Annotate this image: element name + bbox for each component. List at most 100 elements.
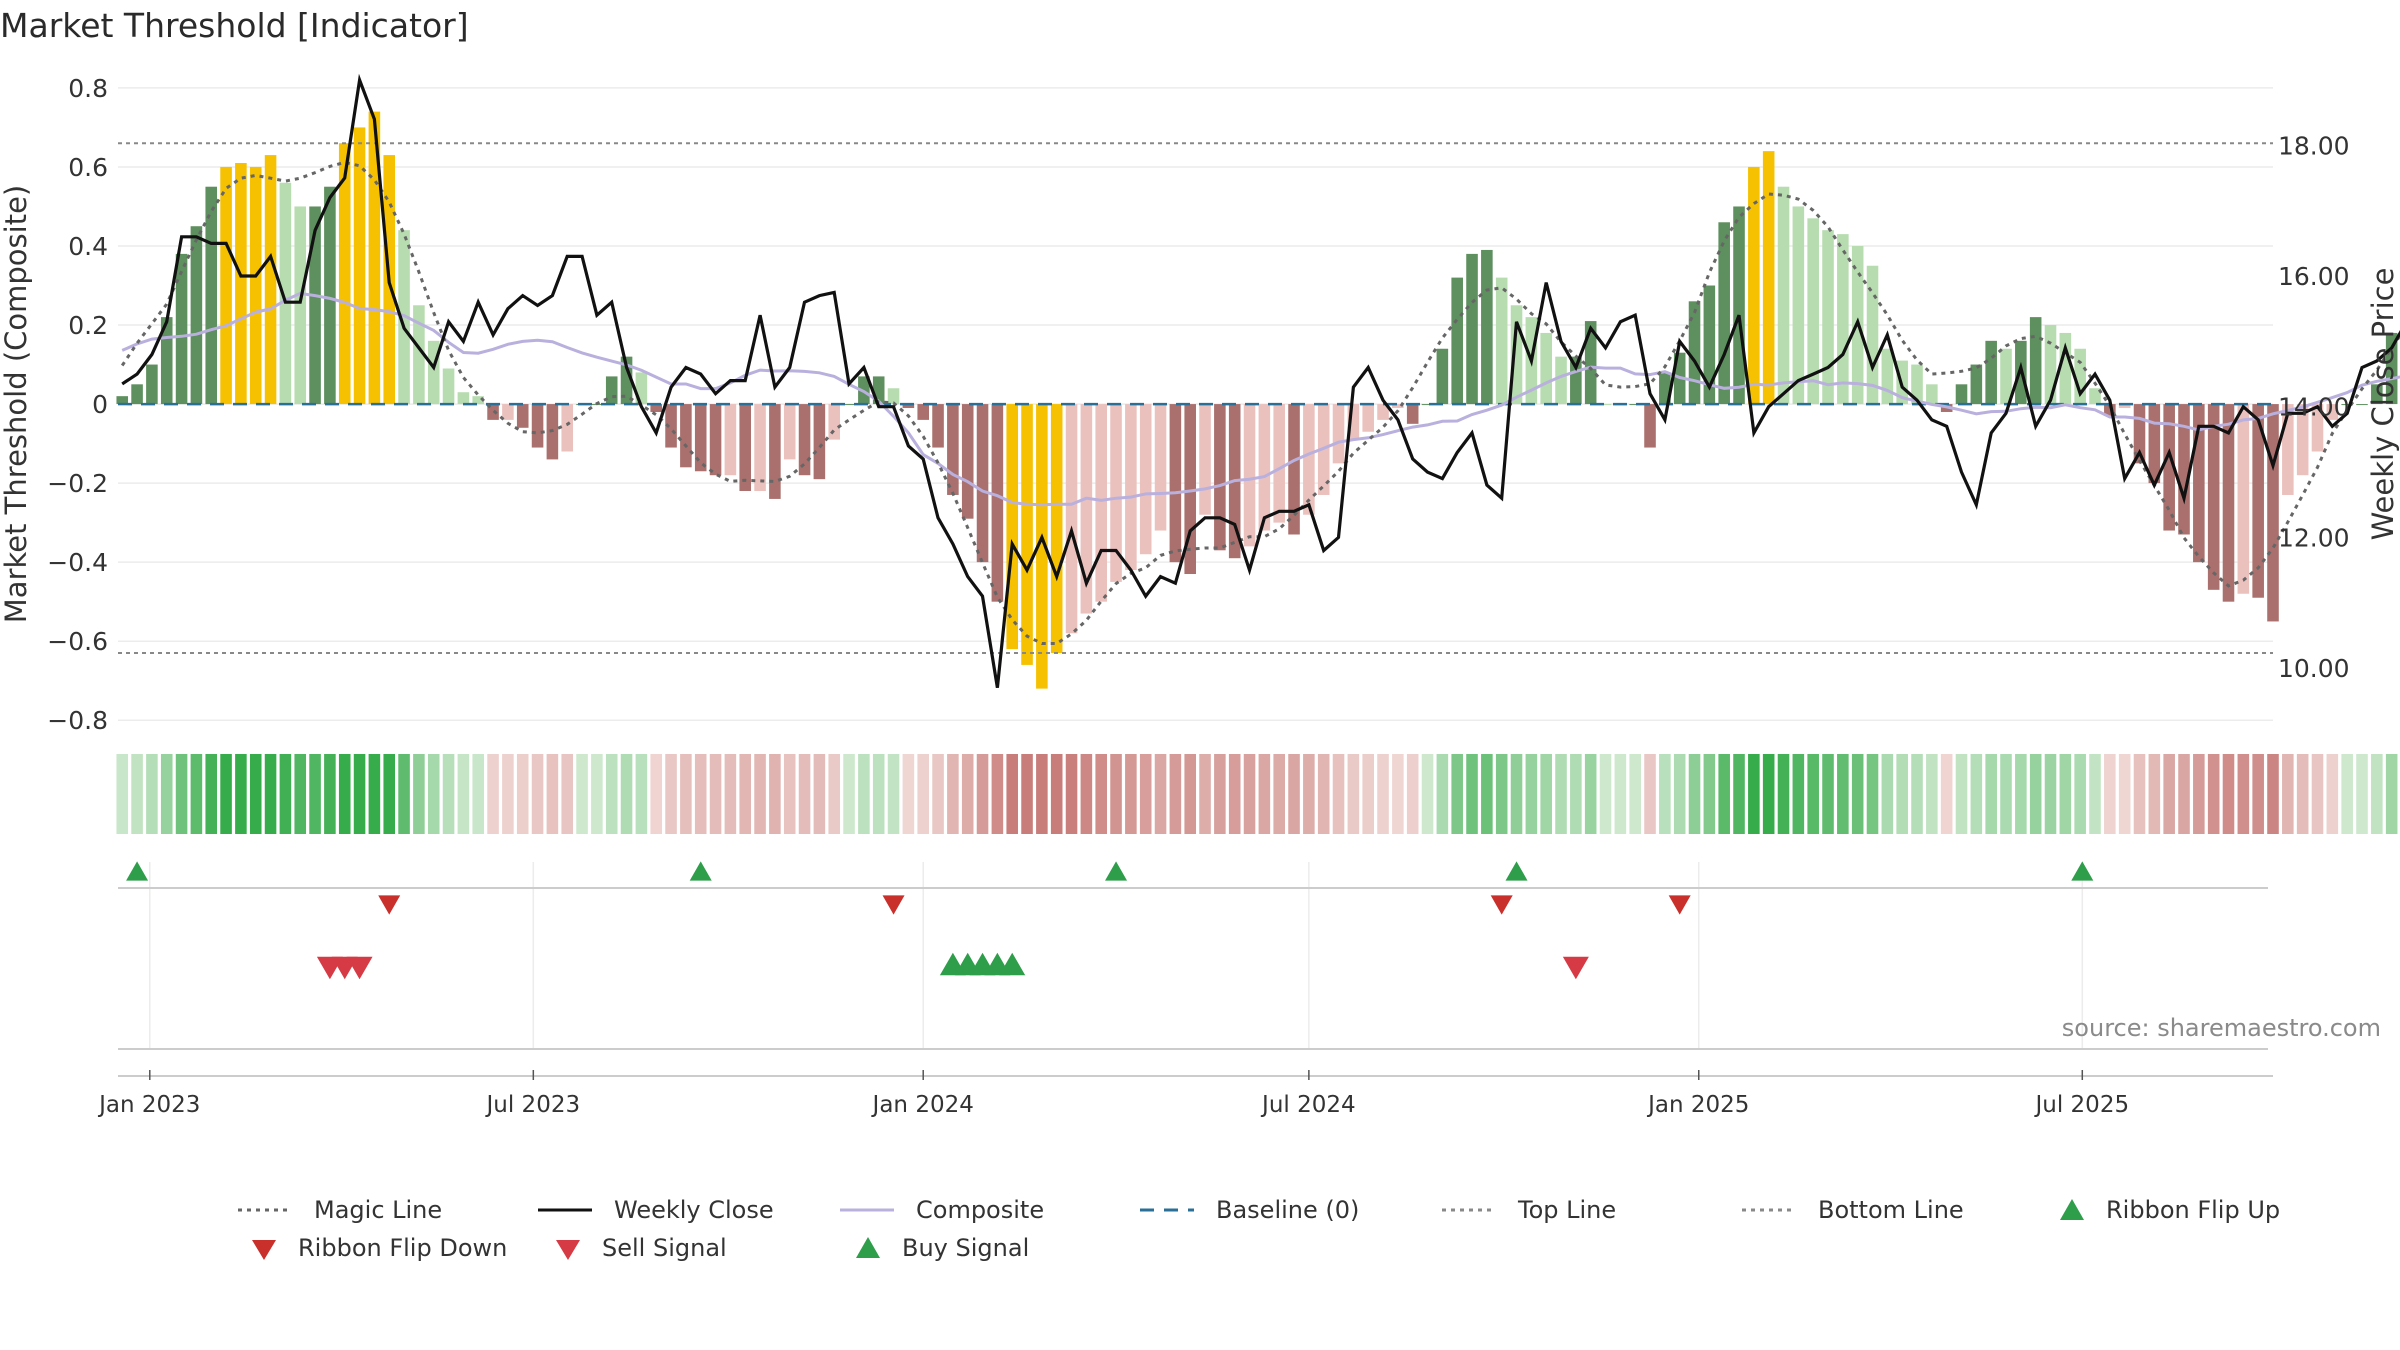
ribbon-segment: [561, 754, 574, 834]
ribbon-segment: [1748, 754, 1760, 834]
composite-bar: [902, 404, 915, 409]
legend-label: Composite: [916, 1196, 1045, 1224]
composite-bar: [2059, 332, 2072, 405]
composite-bar: [1184, 404, 1196, 575]
composite-bar: [1510, 305, 1523, 405]
ribbon-segment: [220, 754, 232, 834]
ribbon-segment: [591, 754, 603, 834]
composite-bar: [1169, 404, 1182, 563]
composite-bar: [961, 404, 974, 519]
y-axis-label: Market Threshold (Composite): [0, 185, 33, 623]
composite-bar: [947, 404, 959, 495]
composite-bar: [2104, 404, 2116, 416]
composite-bar: [1985, 340, 1997, 405]
ribbon-segment: [546, 754, 559, 834]
ribbon-segment: [309, 754, 321, 834]
x-tick-label: Jul 2024: [1260, 1092, 1356, 1118]
composite-bar: [1970, 364, 1983, 405]
ribbon-segment: [2029, 754, 2042, 834]
ribbon-segment: [1985, 754, 1997, 834]
ribbon-segment: [1243, 754, 1256, 834]
ribbon-segment: [1970, 754, 1983, 834]
ribbon-segment: [1436, 754, 1449, 834]
composite-bar: [798, 404, 811, 476]
composite-bar: [783, 404, 796, 460]
ribbon-segment: [472, 754, 485, 834]
composite-bar: [1139, 404, 1152, 555]
composite-bar: [694, 404, 707, 472]
ribbon-segment: [516, 754, 529, 834]
composite-bar: [472, 396, 485, 405]
ribbon-segment: [1851, 754, 1864, 834]
ribbon-segment: [1303, 754, 1315, 834]
ribbon-segment: [249, 754, 262, 834]
composite-bar: [843, 404, 855, 406]
ribbon-segment: [665, 754, 677, 834]
legend-swatch-icon: [1442, 1208, 1496, 1212]
composite-bar: [531, 404, 544, 448]
composite-bar: [1540, 332, 1552, 405]
composite-bar: [1866, 265, 1879, 405]
ribbon-segment: [1332, 754, 1345, 834]
legend-swatch-icon: [856, 1237, 880, 1258]
composite-bar: [1837, 234, 1849, 405]
ribbon-segment: [1837, 754, 1849, 834]
composite-bar: [1021, 404, 1033, 665]
y2-tick-label: 12.00: [2278, 523, 2350, 552]
composite-bar: [2118, 404, 2131, 409]
composite-bar: [131, 384, 143, 405]
ribbon-segment: [2089, 754, 2101, 834]
composite-bar: [2371, 384, 2383, 405]
ribbon-segment: [2341, 754, 2353, 834]
legend-label: Sell Signal: [602, 1234, 727, 1262]
ribbon-segment: [2178, 754, 2190, 834]
ribbon-segment: [1584, 754, 1597, 834]
composite-bar: [1347, 404, 1360, 440]
ribbon-segment: [2252, 754, 2264, 834]
ribbon-segment: [1703, 754, 1716, 834]
ribbon-segment: [116, 754, 129, 834]
ribbon-segment: [2074, 754, 2086, 834]
ribbon-segment: [1362, 754, 1374, 834]
composite-bar: [1748, 166, 1760, 405]
ribbon-segment: [1125, 754, 1137, 834]
composite-bar: [442, 368, 455, 405]
composite-bar: [1466, 253, 1478, 405]
composite-bar: [2341, 404, 2353, 406]
ribbon-segment: [1940, 754, 1953, 834]
ribbon-segment: [1095, 754, 1107, 834]
ribbon-segment: [1036, 754, 1048, 834]
ribbon-segment: [1347, 754, 1360, 834]
composite-bar: [605, 376, 618, 405]
ribbon-segment: [828, 754, 840, 834]
composite-bar: [457, 392, 470, 405]
ribbon-segment: [1199, 754, 1211, 834]
ribbon-segment: [2133, 754, 2146, 834]
ribbon-segment: [1154, 754, 1167, 834]
composite-bar: [2282, 404, 2294, 495]
ribbon-segment: [902, 754, 915, 834]
ribbon-segment: [1629, 754, 1641, 834]
ribbon-segment: [235, 754, 247, 834]
ribbon-segment: [1451, 754, 1463, 834]
ribbon-segment: [1288, 754, 1300, 834]
legend-swatch-icon: [238, 1208, 292, 1212]
y-tick-label: −0.2: [47, 469, 108, 498]
composite-bar: [2385, 332, 2398, 405]
ribbon-segment: [531, 754, 544, 834]
composite-bar: [2193, 404, 2205, 563]
composite-bar: [650, 404, 663, 412]
legend-item: Weekly Close: [536, 1196, 774, 1224]
ribbon-segment: [1466, 754, 1478, 834]
composite-bar: [1303, 404, 1315, 515]
composite-bar: [1555, 356, 1567, 405]
composite-bar: [235, 162, 247, 405]
legend-label: Buy Signal: [902, 1234, 1030, 1262]
ribbon-segment: [1273, 754, 1285, 834]
ribbon-segment: [783, 754, 796, 834]
composite-bar: [665, 404, 677, 448]
composite-bar: [724, 404, 737, 476]
ribbon-segment: [160, 754, 173, 834]
composite-bar: [1570, 356, 1582, 405]
